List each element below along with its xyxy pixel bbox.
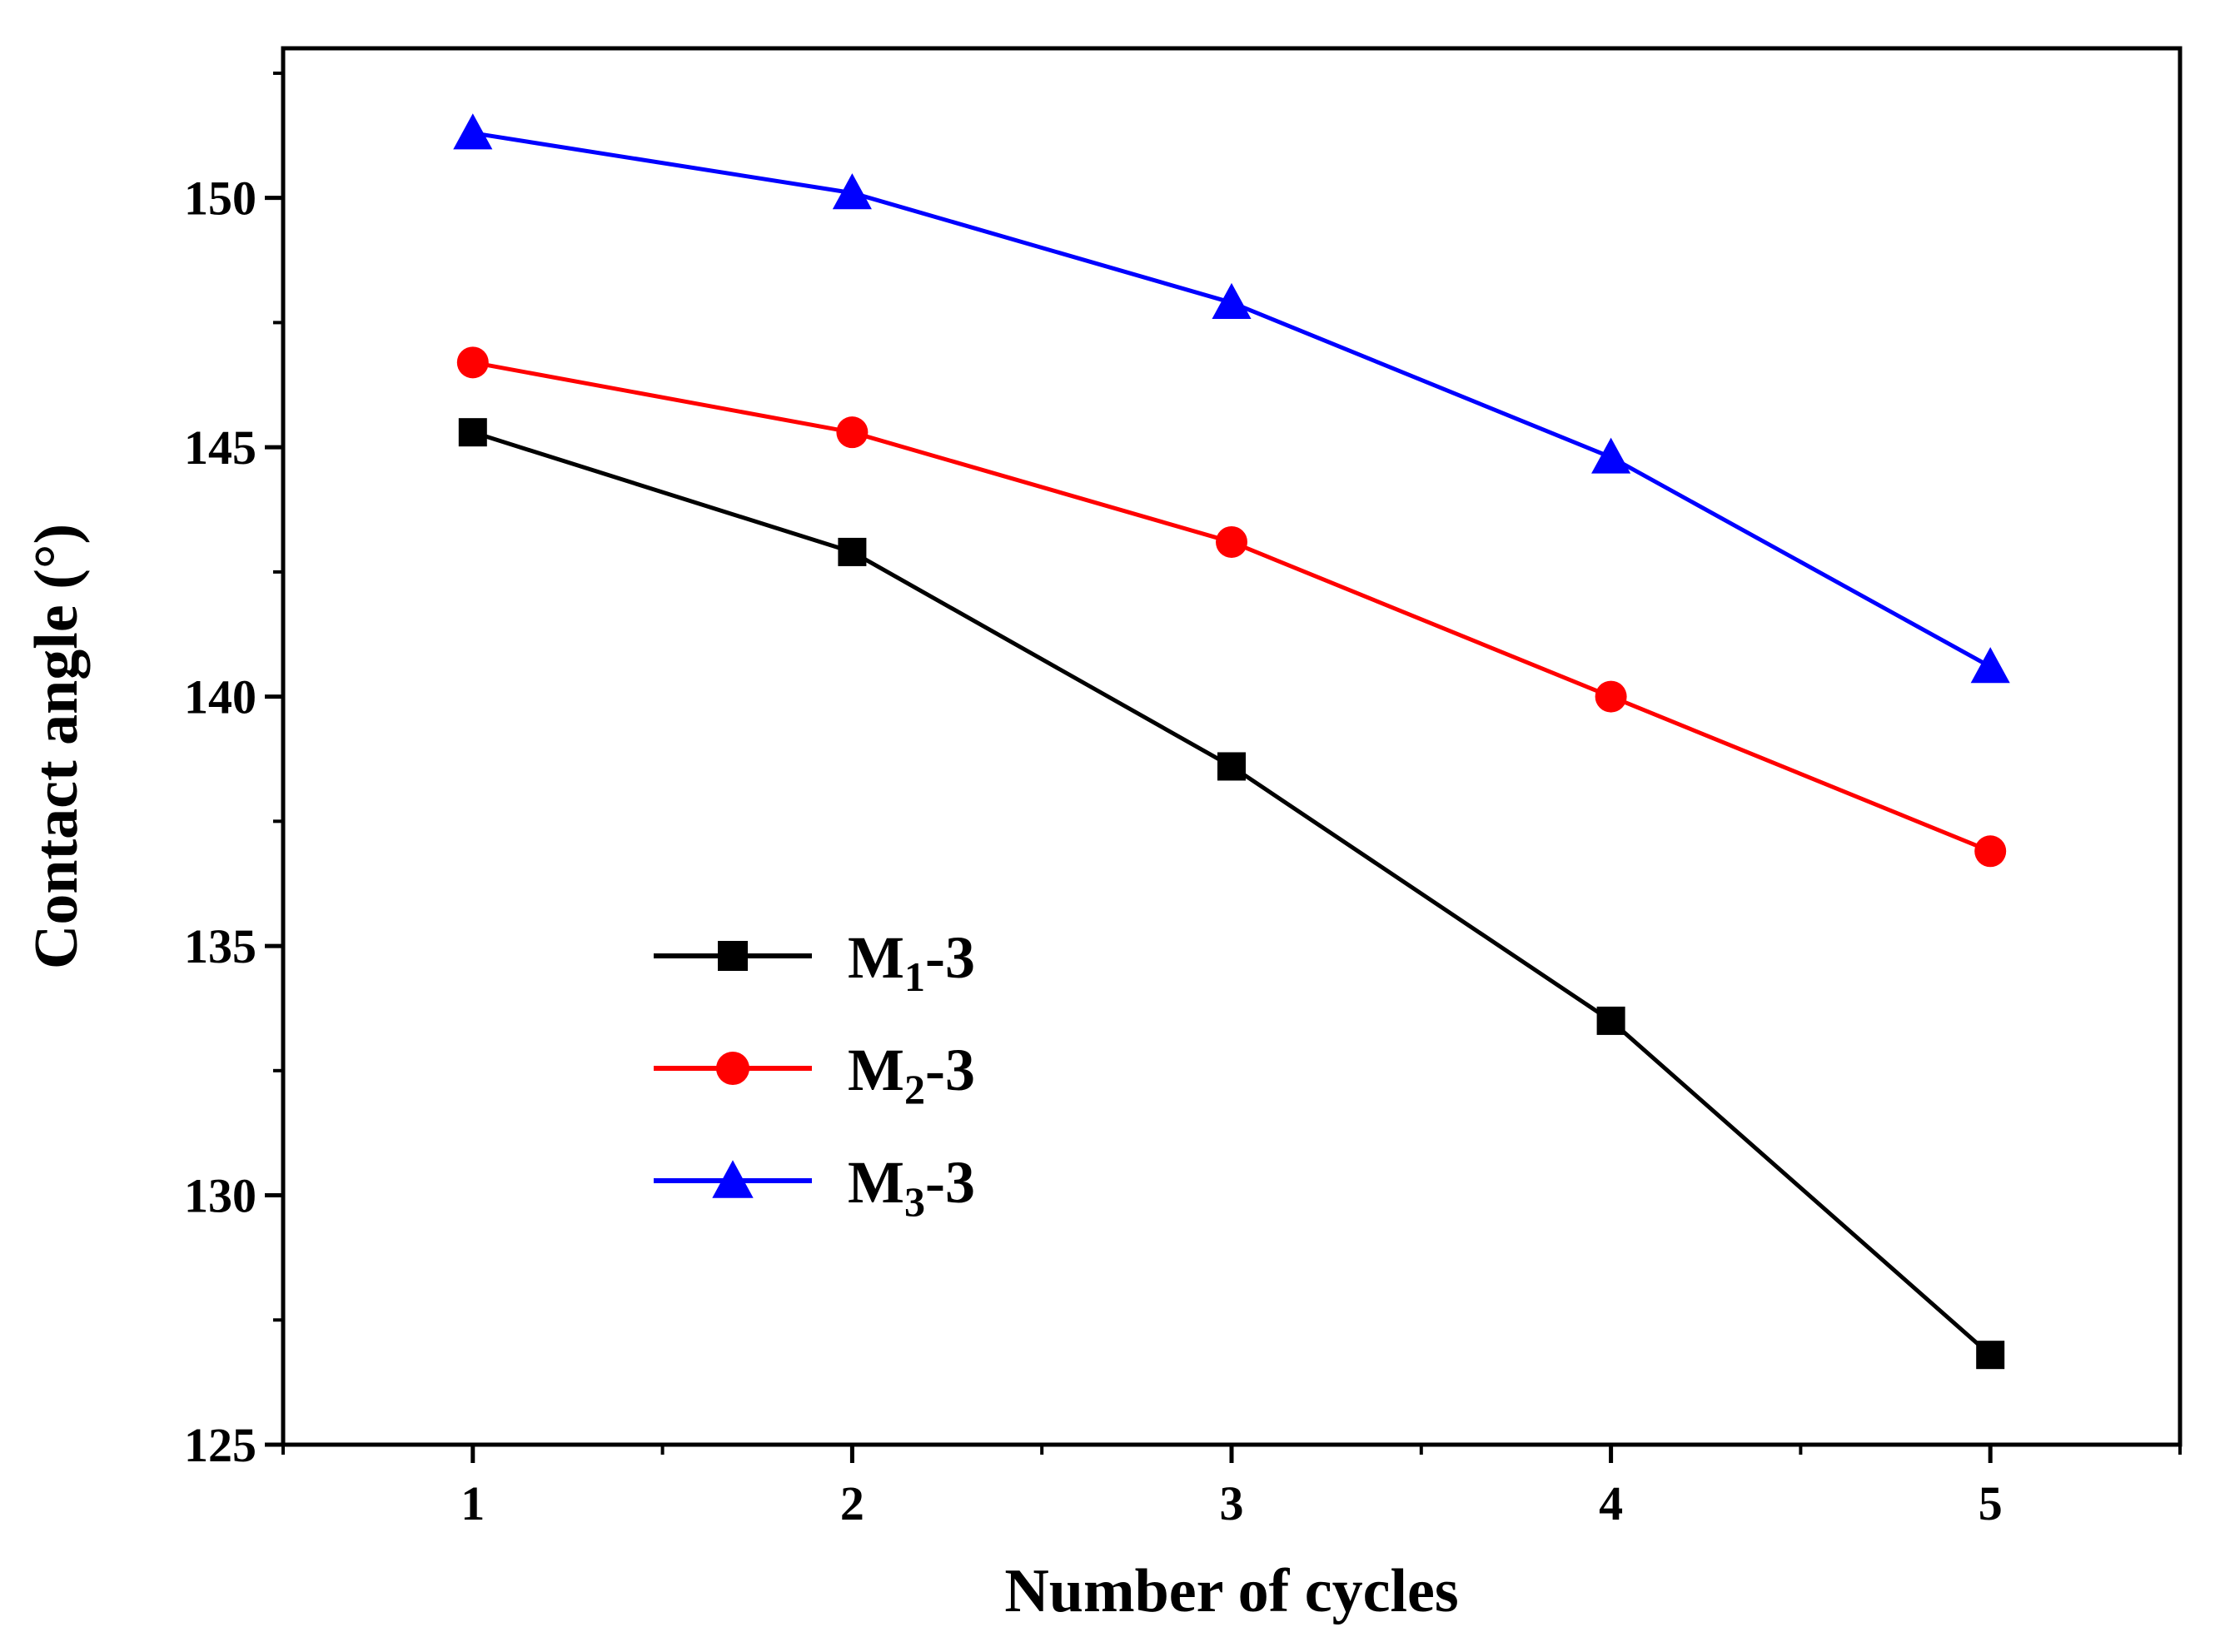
data-point bbox=[1595, 680, 1627, 713]
legend-label-subscript: 2 bbox=[904, 1066, 925, 1112]
y-tick-label: 145 bbox=[184, 420, 256, 475]
legend-marker bbox=[716, 1052, 749, 1085]
y-tick-label: 150 bbox=[184, 172, 256, 226]
data-point bbox=[1216, 525, 1247, 558]
data-point bbox=[1591, 437, 1631, 474]
legend-label-subscript: 3 bbox=[904, 1178, 925, 1225]
legend-label-suffix: -3 bbox=[925, 924, 975, 991]
data-point bbox=[1217, 752, 1246, 781]
x-tick-label: 2 bbox=[840, 1476, 864, 1530]
legend-label: M1-3 bbox=[848, 924, 975, 1000]
series-2 bbox=[456, 346, 2007, 868]
legend-label: M2-3 bbox=[848, 1037, 975, 1112]
x-tick-label: 3 bbox=[1220, 1476, 1244, 1530]
y-tick-label: 135 bbox=[184, 919, 256, 973]
legend: M1-3M2-3M3-3 bbox=[654, 924, 975, 1225]
data-point bbox=[1976, 1341, 2005, 1370]
x-tick-label: 1 bbox=[460, 1476, 485, 1530]
legend-label-main: M bbox=[848, 924, 904, 991]
legend-label-suffix: -3 bbox=[925, 1037, 975, 1103]
legend-marker bbox=[718, 941, 748, 971]
data-point bbox=[453, 113, 493, 150]
legend-item: M3-3 bbox=[654, 1149, 975, 1225]
legend-item: M2-3 bbox=[654, 1037, 975, 1112]
y-tick-label: 140 bbox=[184, 670, 256, 724]
legend-label: M3-3 bbox=[848, 1149, 975, 1225]
y-tick-label: 130 bbox=[184, 1169, 256, 1223]
x-tick-label: 5 bbox=[1979, 1476, 2003, 1530]
legend-marker bbox=[712, 1160, 754, 1198]
data-point bbox=[1596, 1006, 1625, 1035]
legend-label-suffix: -3 bbox=[925, 1149, 975, 1216]
data-point bbox=[832, 173, 872, 210]
data-point bbox=[458, 418, 487, 447]
legend-label-subscript: 1 bbox=[904, 953, 925, 1000]
y-axis-title: Contact angle (°) bbox=[22, 524, 91, 969]
data-point bbox=[1212, 282, 1252, 320]
series-layer bbox=[453, 113, 2010, 1370]
y-tick-label: 125 bbox=[184, 1418, 256, 1472]
data-point bbox=[1974, 835, 2007, 868]
x-tick-label: 4 bbox=[1599, 1476, 1623, 1530]
legend-label-main: M bbox=[848, 1149, 904, 1216]
data-point bbox=[838, 537, 867, 566]
legend-label-main: M bbox=[848, 1037, 904, 1103]
data-point bbox=[456, 346, 489, 379]
legend-item: M1-3 bbox=[654, 924, 975, 1000]
axis-ticks: 1 2 3 4 5 125 130 135 140 145 150 bbox=[184, 71, 2182, 1530]
series-1 bbox=[458, 418, 2005, 1370]
series-3 bbox=[453, 113, 2010, 684]
x-axis-title: Number of cycles bbox=[1004, 1557, 1458, 1625]
data-point bbox=[1970, 647, 2010, 684]
data-point bbox=[836, 416, 869, 449]
